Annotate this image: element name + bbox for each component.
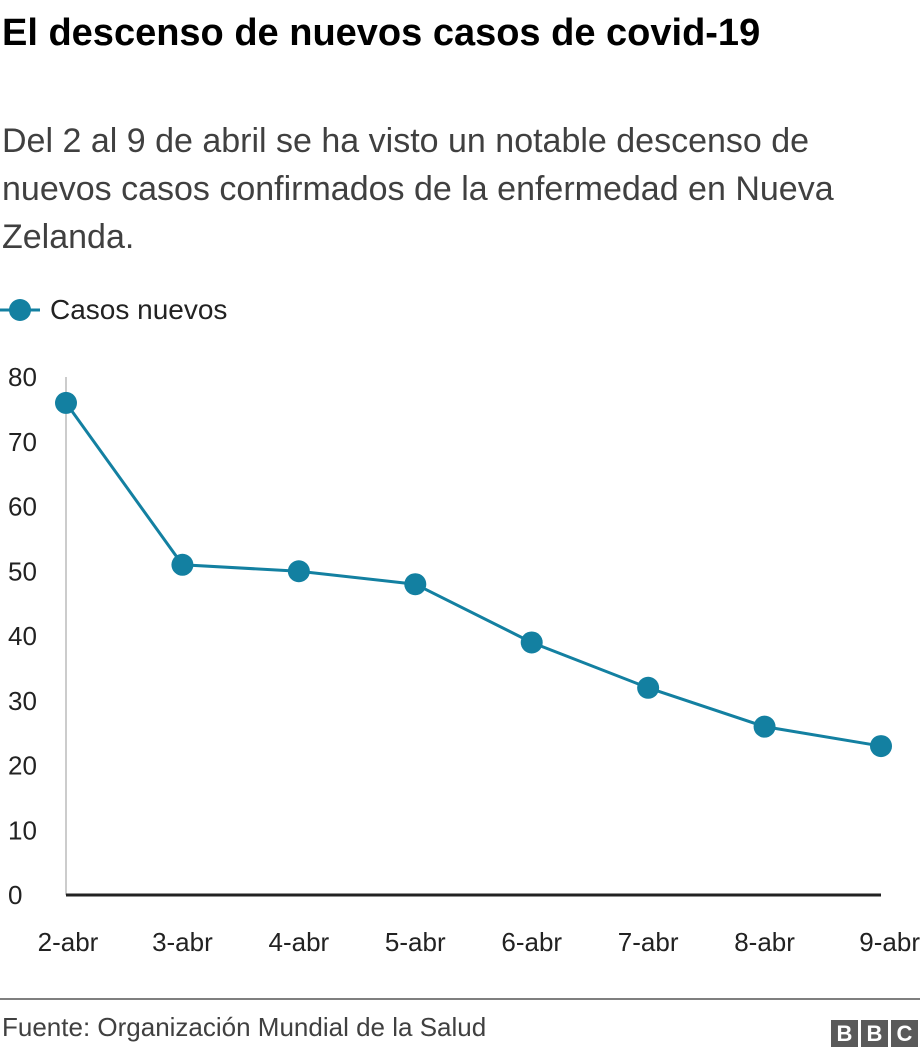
series-line <box>64 402 882 748</box>
bbc-logo-letter: C <box>891 1020 918 1047</box>
y-tick-label: 0 <box>8 880 22 910</box>
x-tick-label: 4-abr <box>269 927 330 957</box>
x-tick-label: 5-abr <box>385 927 446 957</box>
data-point <box>55 391 77 414</box>
source-note: Fuente: Organización Mundial de la Salud <box>2 1012 487 1042</box>
y-tick-label: 50 <box>8 556 37 586</box>
y-tick-label: 60 <box>8 492 37 522</box>
data-point <box>404 573 427 596</box>
data-point <box>637 676 660 699</box>
x-tick-label: 2-abr <box>38 927 99 957</box>
bbc-logo-letter: B <box>861 1020 888 1047</box>
y-tick-label: 80 <box>8 362 37 392</box>
x-tick-label: 9-abr <box>859 927 920 957</box>
y-tick-label: 70 <box>8 427 37 457</box>
x-tick-label: 3-abr <box>152 927 213 957</box>
data-point <box>870 735 892 758</box>
data-point <box>753 715 776 738</box>
bbc-logo-letter: B <box>831 1020 858 1047</box>
line-chart: 0 10 20 30 40 50 60 70 80 2-abr 3-abr 4-abr 5-abr 6-a… <box>8 362 920 957</box>
legend-label: Casos nuevos <box>50 294 228 325</box>
data-point <box>520 631 543 654</box>
y-tick-label: 40 <box>8 621 37 651</box>
bbc-logo: B B C <box>831 1020 918 1047</box>
y-tick-label: 20 <box>8 751 37 781</box>
x-tick-label: 7-abr <box>618 927 679 957</box>
data-point <box>287 560 310 583</box>
legend: Casos nuevos <box>0 290 227 330</box>
footer-divider <box>0 998 920 1000</box>
chart-title: El descenso de nuevos casos de covid-19 <box>2 12 761 54</box>
chart-subtitle: Del 2 al 9 de abril se ha visto un notab… <box>2 122 834 256</box>
x-tick-label: 8-abr <box>734 927 795 957</box>
legend-line-marker-icon <box>0 299 40 321</box>
x-tick-label: 6-abr <box>501 927 562 957</box>
y-tick-label: 10 <box>8 815 37 845</box>
y-tick-label: 30 <box>8 686 37 716</box>
data-point <box>171 553 194 576</box>
